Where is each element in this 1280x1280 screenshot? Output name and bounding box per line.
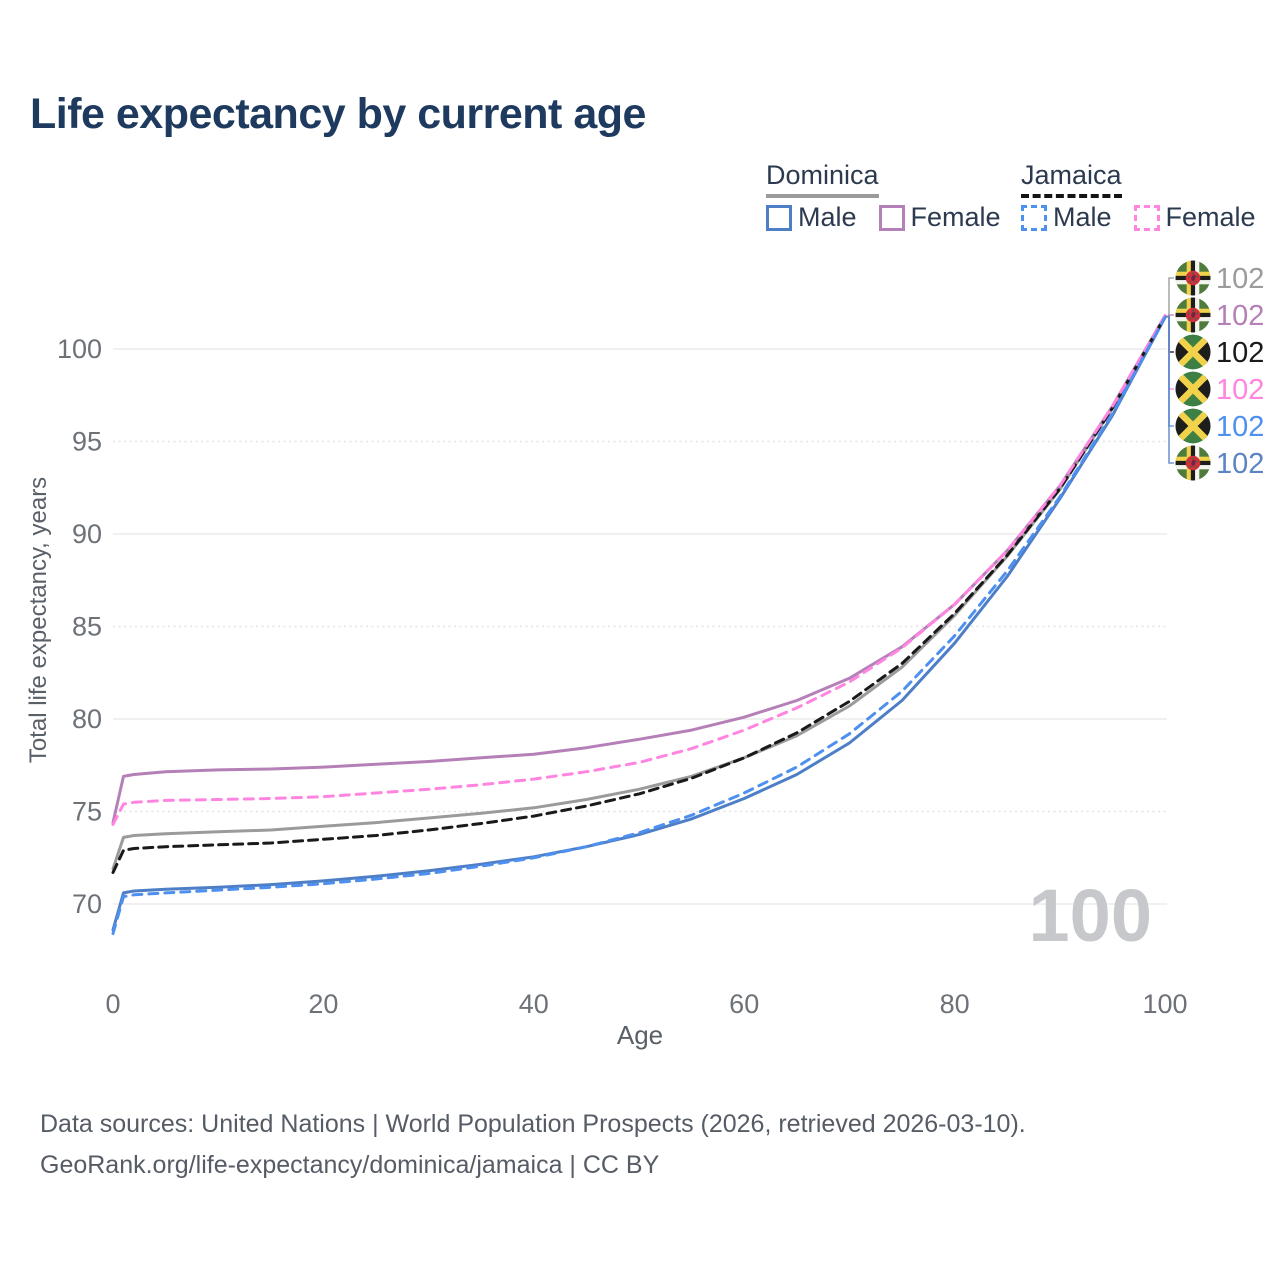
y-tick-label: 80	[72, 704, 102, 734]
legend-group-jamaica[interactable]: Jamaica	[1021, 160, 1122, 198]
legend-label: Female	[910, 202, 1001, 232]
legend-row-jamaica: Male Female	[1021, 202, 1270, 233]
dominica-male-swatch-icon	[766, 204, 792, 231]
legend-label: Male	[798, 202, 857, 232]
page-title: Life expectancy by current age	[30, 90, 646, 138]
y-axis-title: Total life expectancy, years	[25, 477, 52, 763]
end-value-label-dominica_total: 102	[1216, 263, 1264, 295]
end-value-label-dominica_male: 102	[1216, 448, 1264, 480]
end-value-label-jamaica_male: 102	[1216, 411, 1264, 443]
dominica-flag-icon	[1176, 446, 1211, 481]
legend-row-dominica: Male Female	[766, 202, 1015, 233]
y-tick-label: 70	[72, 889, 102, 919]
series-line-jamaica_female[interactable]	[111, 314, 1167, 826]
end-value-label-jamaica_female: 102	[1216, 374, 1264, 406]
jamaica-male-swatch-icon	[1021, 204, 1047, 231]
dominica-flag-icon	[1176, 261, 1211, 296]
footer-line-2: GeoRank.org/life-expectancy/dominica/jam…	[40, 1151, 660, 1179]
legend-entry-jamaica-male[interactable]: Male	[1021, 202, 1112, 233]
end-label-leader-dominica_total	[1165, 277, 1174, 318]
jamaica-female-swatch-icon	[1133, 204, 1160, 231]
end-label-leader-dominica_male	[1165, 315, 1174, 464]
legend-entry-dominica-female[interactable]: Female	[878, 202, 1001, 233]
jamaica-flag-icon	[1176, 335, 1211, 370]
x-tick-label: 100	[1142, 989, 1187, 1019]
series-line-jamaica_total[interactable]	[111, 315, 1167, 874]
legend-label: Male	[1053, 202, 1112, 232]
legend-entry-dominica-male[interactable]: Male	[766, 202, 857, 233]
x-tick-label: 80	[940, 989, 970, 1019]
life-expectancy-chart[interactable]: 70 75 80 85 90 95 100 0 20 40 60 80 100 Age Total life…	[0, 250, 1280, 1060]
series-line-dominica_total[interactable]	[111, 315, 1167, 871]
series-line-dominica_female[interactable]	[111, 314, 1167, 825]
dominica-female-swatch-icon	[878, 204, 905, 231]
end-value-label-dominica_female: 102	[1216, 300, 1264, 332]
dominica-flag-icon	[1176, 298, 1211, 333]
x-tick-label: 20	[308, 989, 338, 1019]
series-line-dominica_male[interactable]	[111, 316, 1167, 932]
y-tick-label: 95	[72, 427, 102, 457]
legend-label: Female	[1165, 202, 1256, 232]
y-tick-label: 90	[72, 519, 102, 549]
footer-line-1: Data sources: United Nations | World Pop…	[40, 1110, 1026, 1138]
series-line-jamaica_male[interactable]	[111, 316, 1167, 936]
x-tick-label: 40	[519, 989, 549, 1019]
end-value-label-jamaica_total: 102	[1216, 337, 1264, 369]
hover-age-watermark: 100	[1029, 874, 1152, 957]
x-tick-label: 60	[729, 989, 759, 1019]
data-source-footer: Data sources: United Nations | World Pop…	[40, 1104, 1026, 1186]
jamaica-flag-icon	[1176, 372, 1211, 407]
jamaica-flag-icon	[1176, 409, 1211, 444]
y-tick-label: 85	[72, 612, 102, 642]
x-tick-label: 0	[105, 989, 120, 1019]
y-tick-label: 100	[57, 334, 102, 364]
x-axis-title: Age	[617, 1020, 663, 1050]
legend-group-dominica[interactable]: Dominica	[766, 160, 879, 198]
legend-entry-jamaica-female[interactable]: Female	[1133, 202, 1256, 233]
y-tick-label: 75	[72, 797, 102, 827]
